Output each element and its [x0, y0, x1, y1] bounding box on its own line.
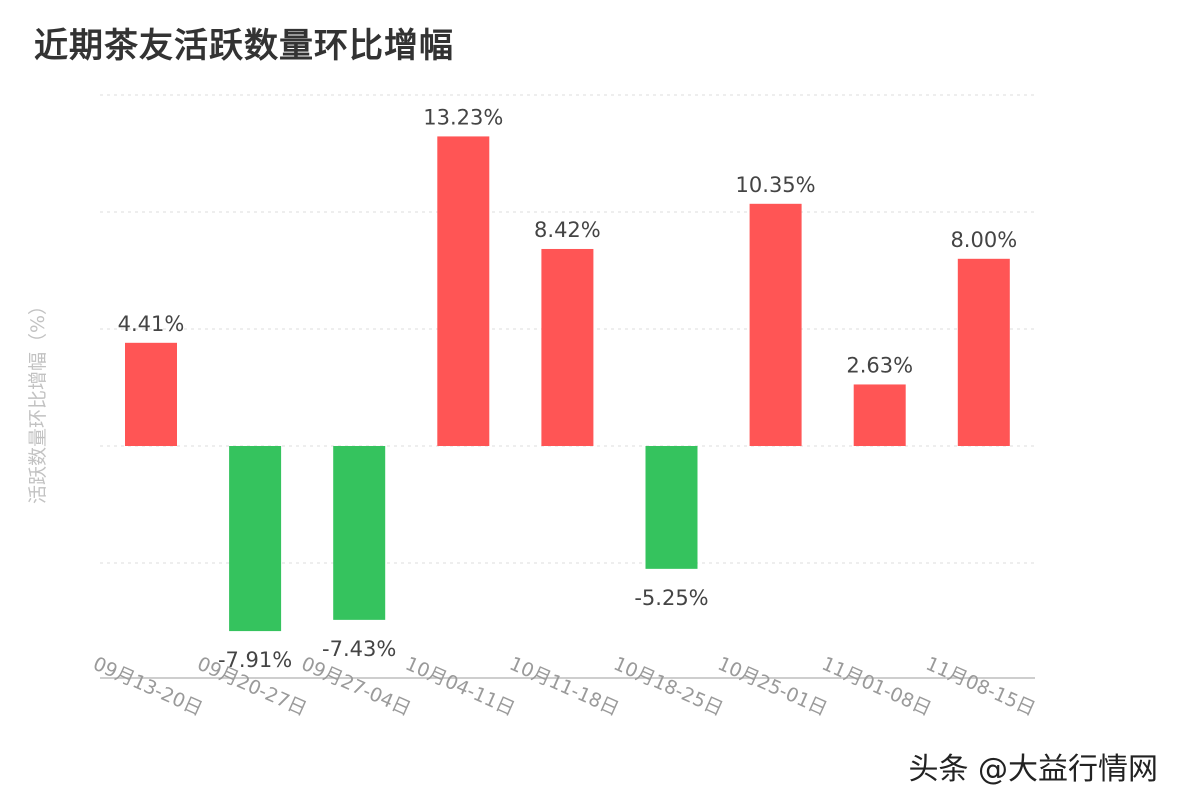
x-tick-label-8: 11月01-08日	[818, 653, 934, 721]
data-label-8: 2.63%	[846, 353, 913, 377]
chart-title: 近期茶友活跃数量环比增幅	[34, 26, 454, 66]
bar-9	[957, 258, 1010, 446]
bar-8	[853, 384, 906, 446]
bar-1	[125, 342, 177, 446]
data-label-3: -7.43%	[322, 637, 396, 661]
data-label-9: 8.00%	[950, 228, 1017, 252]
data-label-7: 10.35%	[736, 173, 816, 197]
x-tick-label-7: 10月25-01日	[714, 653, 830, 721]
x-tick-label-9: 11月08-15日	[923, 653, 1039, 721]
data-label-4: 13.23%	[423, 105, 503, 129]
bars	[125, 136, 1010, 632]
x-tick-label-5: 10月11-18日	[506, 653, 622, 721]
bar-5	[541, 248, 594, 446]
data-label-5: 8.42%	[534, 218, 601, 242]
y-axis-label: 活跃数量环比增幅（%）	[27, 296, 49, 504]
bar-3	[333, 446, 386, 620]
data-label-2: -7.91%	[218, 648, 292, 672]
data-label-1: 4.41%	[118, 312, 185, 336]
bar-7	[749, 203, 802, 446]
bar-4	[437, 136, 490, 446]
x-tick-label-6: 10月18-25日	[610, 653, 726, 721]
bar-6	[645, 446, 698, 569]
x-tick-label-4: 10月04-11日	[402, 653, 518, 721]
data-labels: 4.41% -7.91% -7.43% 13.23% 8.42% -5.25% 10.35%…	[118, 105, 1018, 672]
x-tick-label-3: 09月27-04日	[298, 653, 414, 721]
bar-2	[229, 446, 282, 632]
watermark: 头条 @大益行情网	[908, 752, 1158, 787]
data-label-6: -5.25%	[634, 586, 708, 610]
x-tick-label-1: 09月13-20日	[90, 653, 206, 721]
